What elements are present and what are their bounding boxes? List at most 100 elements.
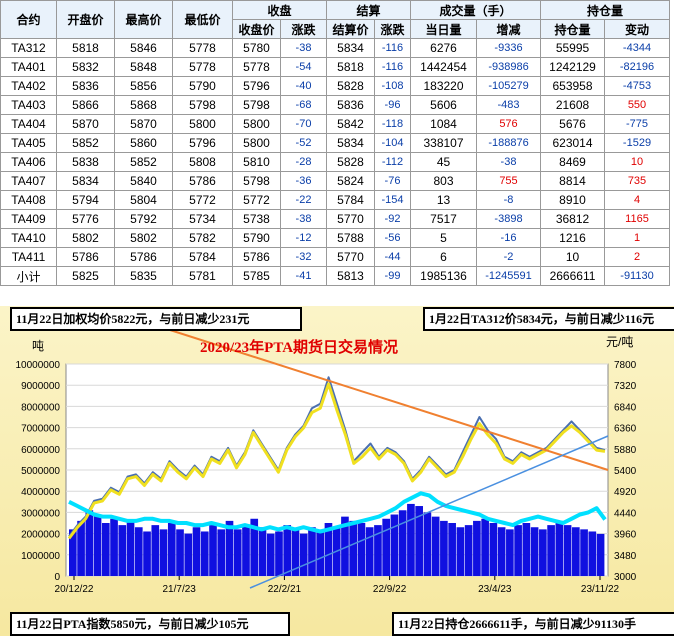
contract-cell: TA410: [0, 228, 57, 248]
value-cell: 2666611: [540, 266, 605, 286]
right-axis-unit: 元/吨: [606, 335, 633, 349]
header-settle-change: 涨跌: [374, 19, 411, 39]
value-cell: 8910: [540, 190, 605, 210]
value-cell: -116: [374, 38, 411, 58]
value-cell: -28: [280, 152, 327, 172]
value-cell: 1442454: [410, 57, 477, 77]
value-cell: 1084: [410, 114, 477, 134]
value-cell: 55995: [540, 38, 605, 58]
value-cell: 735: [604, 171, 670, 191]
value-cell: 5860: [114, 133, 173, 153]
volume-bar: [506, 529, 514, 576]
volume-bar: [225, 520, 234, 576]
value-cell: 5676: [540, 114, 605, 134]
value-cell: 5778: [172, 38, 233, 58]
value-cell: 5734: [172, 209, 233, 229]
value-cell: -70: [280, 114, 327, 134]
volume-bar: [539, 529, 547, 576]
series-line: [67, 382, 606, 540]
value-cell: 5868: [114, 95, 173, 115]
value-cell: 4: [604, 190, 670, 210]
x-tick-label: 21/7/23: [163, 584, 197, 595]
volume-bar: [572, 527, 580, 576]
contract-cell: TA403: [0, 95, 57, 115]
value-cell: -154: [374, 190, 411, 210]
header-close-group: 收盘: [232, 0, 327, 20]
contract-cell: TA407: [0, 171, 57, 191]
contract-cell: TA411: [0, 247, 57, 267]
volume-bar: [85, 510, 94, 576]
pta-chart: 1000000090000008000000700000060000005000…: [0, 306, 674, 636]
volume-bar: [242, 525, 250, 576]
right-tick-label: 7320: [614, 381, 637, 392]
value-cell: 5778: [172, 57, 233, 77]
volume-bar: [316, 531, 325, 576]
value-cell: -82196: [604, 57, 670, 77]
value-cell: -40: [280, 76, 327, 96]
value-cell: 5772: [172, 190, 233, 210]
value-cell: 5776: [56, 209, 115, 229]
table-row: TA406 5838 5852 5808 5810 -28 5828 -112 45 -38 846…: [0, 152, 670, 172]
table-row: TA409 5776 5792 5734 5738 -38 5770 -92 7517 -3898…: [0, 209, 670, 229]
contract-cell: TA409: [0, 209, 57, 229]
value-cell: 623014: [540, 133, 605, 153]
value-cell: -775: [604, 114, 670, 134]
volume-bar: [200, 531, 209, 576]
value-cell: 5778: [232, 57, 281, 77]
value-cell: -38: [280, 209, 327, 229]
volume-bar: [184, 533, 193, 576]
contract-cell: TA312: [0, 38, 57, 58]
value-cell: -483: [476, 95, 541, 115]
value-cell: 5606: [410, 95, 477, 115]
volume-bar: [530, 527, 539, 576]
volume-bar: [563, 525, 572, 576]
value-cell: 5800: [172, 114, 233, 134]
value-cell: -12: [280, 228, 327, 248]
value-cell: -68: [280, 95, 327, 115]
volume-bar: [431, 516, 440, 576]
volume-bar: [250, 518, 259, 576]
header-volume-change: 增减: [476, 19, 541, 39]
value-cell: 5786: [232, 247, 281, 267]
value-cell: 5842: [326, 114, 375, 134]
banner-open-interest: 11月22日持仓2666611手，与前日减少91130手: [392, 612, 674, 636]
value-cell: 1: [604, 228, 670, 248]
value-cell: 5808: [172, 152, 233, 172]
value-cell: 1216: [540, 228, 605, 248]
value-cell: -96: [374, 95, 411, 115]
value-cell: 5825: [56, 266, 115, 286]
header-contract: 合约: [0, 0, 57, 39]
volume-bar: [110, 518, 118, 576]
value-cell: 5770: [326, 247, 375, 267]
value-cell: 5810: [232, 152, 281, 172]
volume-bar: [423, 512, 432, 576]
value-cell: 550: [604, 95, 670, 115]
right-tick-label: 4440: [614, 508, 637, 519]
value-cell: 1985136: [410, 266, 477, 286]
left-tick-label: 3000000: [21, 508, 60, 519]
volume-bar: [118, 525, 127, 576]
value-cell: 5840: [114, 171, 173, 191]
header-oi-group: 持仓量: [540, 0, 670, 20]
value-cell: 5: [410, 228, 477, 248]
value-cell: -54: [280, 57, 327, 77]
value-cell: 5813: [326, 266, 375, 286]
header-close: 收盘价: [232, 19, 281, 39]
value-cell: 21608: [540, 95, 605, 115]
series-line: [68, 491, 607, 534]
x-tick-label: 22/2/21: [268, 584, 302, 595]
volume-bar: [497, 527, 506, 576]
value-cell: -4344: [604, 38, 670, 58]
volume-bar: [382, 518, 390, 576]
value-cell: 5838: [56, 152, 115, 172]
volume-bar: [258, 527, 267, 576]
spacer: [0, 290, 674, 306]
value-cell: 1242129: [540, 57, 605, 77]
value-cell: 5784: [172, 247, 233, 267]
volume-bar: [101, 523, 110, 576]
volume-bar: [522, 523, 531, 576]
value-cell: 755: [476, 171, 541, 191]
value-cell: 5784: [326, 190, 375, 210]
contract-cell: 小计: [0, 266, 57, 286]
header-low: 最低价: [172, 0, 233, 39]
